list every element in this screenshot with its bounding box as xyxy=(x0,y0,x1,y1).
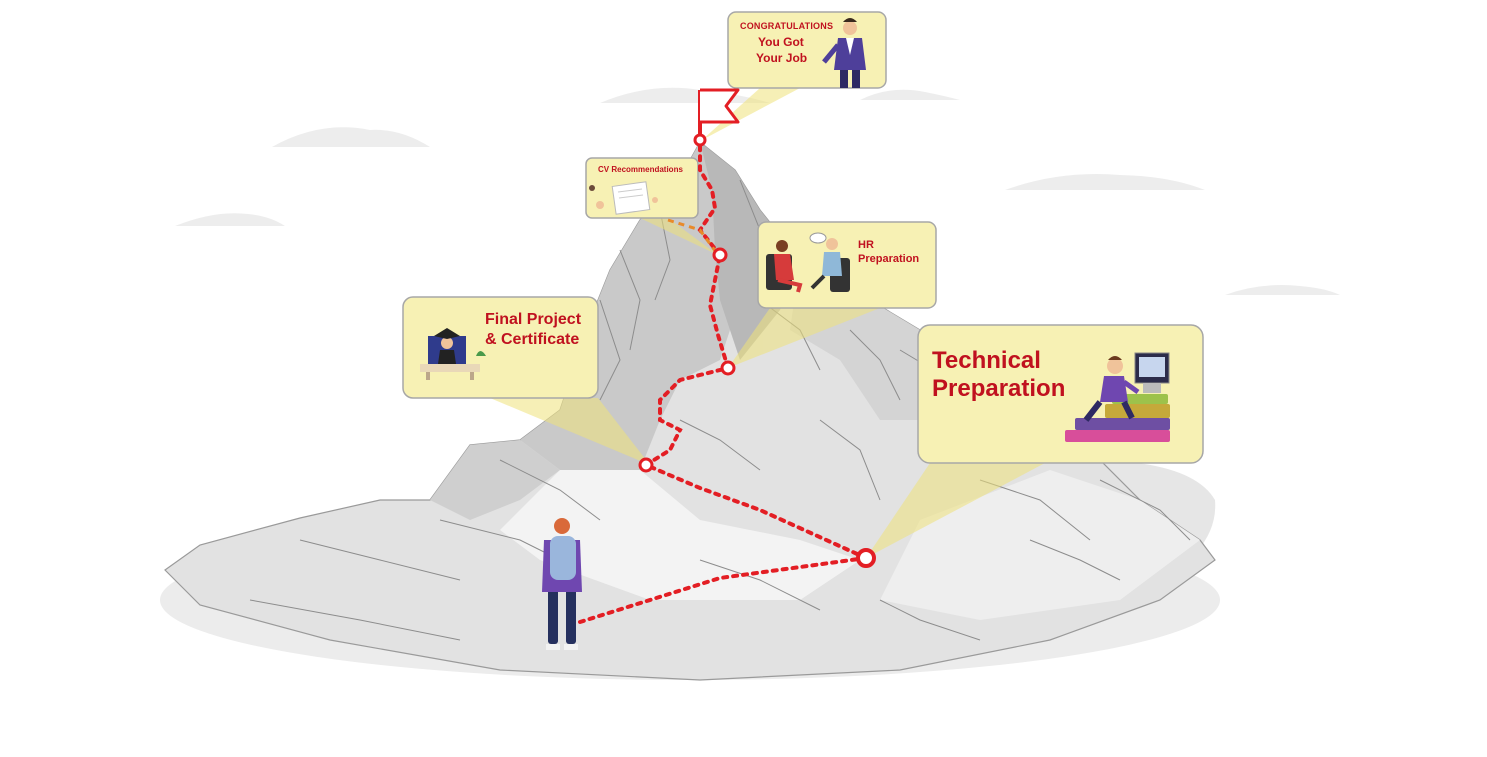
cloud-top-right xyxy=(860,89,960,100)
technical-label-line2: Preparation xyxy=(932,375,1066,402)
hr-label-line2: Preparation xyxy=(858,253,920,265)
mountain-foothill-left xyxy=(430,440,560,520)
person-head-icon xyxy=(843,21,857,35)
route-segment-final xyxy=(644,366,730,467)
summit-flag-icon xyxy=(698,88,740,140)
interviewer-head-icon xyxy=(776,240,788,252)
technical-label-line1: Technical xyxy=(932,347,1041,374)
plant-icon xyxy=(476,351,486,356)
candidate-head-icon xyxy=(826,238,838,250)
cloud-left xyxy=(272,127,430,147)
milestone-marker-hr xyxy=(720,360,736,376)
speech-bubble-icon xyxy=(809,232,827,244)
beam-technical xyxy=(866,463,1045,558)
cloud-far-right xyxy=(1225,285,1340,295)
milestone-marker-technical xyxy=(856,548,876,568)
hr-label-line1: HR xyxy=(858,239,874,251)
beam-hr xyxy=(728,308,880,368)
route-segment-start xyxy=(578,556,868,624)
sketch-line xyxy=(1099,479,1191,541)
graduation-cap-icon xyxy=(434,328,460,339)
final-label-line2: & Certificate xyxy=(485,331,580,348)
cloud-top xyxy=(600,87,770,103)
sketch-line xyxy=(499,459,601,521)
cv-label: CV Recommendations xyxy=(598,165,683,174)
sketch-line xyxy=(619,249,641,351)
milestone-marker-goal xyxy=(693,133,707,147)
callout-final-project xyxy=(402,296,599,399)
beam-cv xyxy=(640,218,718,255)
mountain-snowfield xyxy=(500,470,860,600)
book-stack-icon xyxy=(1065,430,1170,442)
milestone-markers xyxy=(638,133,876,568)
route-segment-hr xyxy=(707,253,730,370)
route-path xyxy=(578,138,868,624)
sketch-line xyxy=(299,539,461,581)
beam-goal xyxy=(702,88,800,140)
route-segment-technical xyxy=(644,463,868,560)
goal-label-line3: Your Job xyxy=(756,51,808,65)
goal-person-illustration xyxy=(822,18,866,88)
graduate-illustration xyxy=(420,328,486,380)
sketch-line xyxy=(599,299,621,401)
sketch-line xyxy=(849,329,901,401)
beam-final-project xyxy=(490,398,650,465)
route-branch-cv xyxy=(667,218,720,256)
goal-label-line2: You Got xyxy=(758,35,804,49)
cv-illustration xyxy=(589,181,658,215)
sketch-line xyxy=(679,419,761,471)
sketch-line xyxy=(249,599,461,641)
cloud-right xyxy=(1005,174,1205,190)
hiker-head-icon xyxy=(554,518,570,534)
hiker-icon xyxy=(542,518,582,650)
milestone-marker-final xyxy=(638,457,654,473)
sketch-line xyxy=(879,599,981,641)
milestone-marker-cv xyxy=(712,247,728,263)
sketch-line xyxy=(819,419,881,501)
hr-interview-illustration xyxy=(766,232,850,293)
goal-label-line1: CONGRATULATIONS xyxy=(740,21,834,31)
final-label-line1: Final Project xyxy=(485,311,582,328)
student-head-icon xyxy=(1107,358,1123,374)
technical-illustration xyxy=(1065,352,1170,442)
callout-beams xyxy=(490,88,1045,558)
sketch-line xyxy=(699,559,821,611)
route-segment-cv xyxy=(697,138,722,257)
cloud-far-left xyxy=(175,213,285,226)
backpack-icon xyxy=(550,536,576,580)
route-branch-segment xyxy=(667,218,720,256)
sketch-line xyxy=(1029,539,1121,581)
cv-document-icon xyxy=(611,181,651,215)
